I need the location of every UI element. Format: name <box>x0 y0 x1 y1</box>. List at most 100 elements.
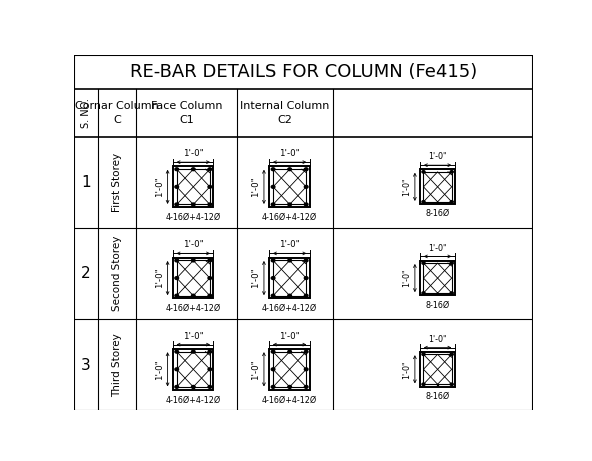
Circle shape <box>450 353 453 355</box>
Circle shape <box>175 185 179 188</box>
Text: 1'-0": 1'-0" <box>251 359 260 380</box>
Text: 4-16Ø+4-12Ø: 4-16Ø+4-12Ø <box>262 396 317 404</box>
Text: 1'-0": 1'-0" <box>155 268 164 289</box>
Circle shape <box>271 385 275 388</box>
Circle shape <box>208 203 212 206</box>
Bar <box>273 169 306 204</box>
Circle shape <box>422 262 425 264</box>
Circle shape <box>304 185 308 188</box>
Circle shape <box>271 185 275 188</box>
Circle shape <box>208 168 212 171</box>
Circle shape <box>191 294 195 297</box>
Circle shape <box>304 350 308 353</box>
Text: 1'-0": 1'-0" <box>183 332 204 341</box>
Bar <box>423 172 452 202</box>
Circle shape <box>175 294 179 297</box>
Circle shape <box>208 350 212 353</box>
Circle shape <box>304 294 308 297</box>
Circle shape <box>208 368 212 371</box>
Text: 1'-0": 1'-0" <box>251 177 260 197</box>
Text: 8-16Ø: 8-16Ø <box>426 392 450 401</box>
Text: 1'-0": 1'-0" <box>183 241 204 249</box>
Bar <box>173 166 214 207</box>
Text: 1'-0": 1'-0" <box>428 335 447 344</box>
Circle shape <box>304 168 308 171</box>
Text: Face Column
C1: Face Column C1 <box>150 101 222 125</box>
Bar <box>273 352 306 387</box>
Circle shape <box>422 292 425 294</box>
Circle shape <box>271 277 275 279</box>
Circle shape <box>208 259 212 262</box>
Text: 1'-0": 1'-0" <box>402 360 411 378</box>
Text: Second Storey: Second Storey <box>112 236 122 312</box>
Circle shape <box>271 203 275 206</box>
Circle shape <box>208 385 212 388</box>
Circle shape <box>450 383 453 385</box>
Text: 1: 1 <box>81 175 91 190</box>
Bar <box>177 169 210 204</box>
Text: 2: 2 <box>81 266 91 281</box>
Bar <box>269 166 310 207</box>
Text: RE-BAR DETAILS FOR COLUMN (Fe415): RE-BAR DETAILS FOR COLUMN (Fe415) <box>130 63 477 81</box>
Text: 1'-0": 1'-0" <box>155 177 164 197</box>
Circle shape <box>450 171 453 173</box>
Circle shape <box>450 262 453 264</box>
Circle shape <box>271 259 275 262</box>
Text: 1'-0": 1'-0" <box>279 332 300 341</box>
Text: S. NO.: S. NO. <box>81 98 91 128</box>
Text: 1'-0": 1'-0" <box>279 149 300 158</box>
Circle shape <box>175 277 179 279</box>
Circle shape <box>422 383 425 385</box>
Text: Third Storey: Third Storey <box>112 333 122 397</box>
Bar <box>269 258 310 298</box>
Text: First Storey: First Storey <box>112 153 122 212</box>
Bar <box>420 170 455 204</box>
Bar <box>420 352 455 387</box>
Text: 1'-0": 1'-0" <box>428 243 447 253</box>
Text: 1'-0": 1'-0" <box>155 359 164 380</box>
Circle shape <box>288 259 291 262</box>
Circle shape <box>175 168 179 171</box>
Bar <box>269 349 310 390</box>
Circle shape <box>304 368 308 371</box>
Bar <box>423 355 452 384</box>
Circle shape <box>304 203 308 206</box>
Circle shape <box>304 277 308 279</box>
Circle shape <box>288 350 291 353</box>
Bar <box>273 260 306 296</box>
Circle shape <box>288 294 291 297</box>
Circle shape <box>208 185 212 188</box>
Circle shape <box>191 259 195 262</box>
Bar <box>173 349 214 390</box>
Text: 1'-0": 1'-0" <box>402 269 411 287</box>
Bar <box>173 258 214 298</box>
Circle shape <box>304 385 308 388</box>
Text: 4-16Ø+4-12Ø: 4-16Ø+4-12Ø <box>166 396 221 404</box>
Circle shape <box>450 201 453 203</box>
Text: 1'-0": 1'-0" <box>251 268 260 289</box>
Text: Cornar Column
C: Cornar Column C <box>75 101 159 125</box>
Text: 4-16Ø+4-12Ø: 4-16Ø+4-12Ø <box>262 304 317 313</box>
Circle shape <box>271 368 275 371</box>
Circle shape <box>288 168 291 171</box>
Text: 1'-0": 1'-0" <box>428 152 447 161</box>
Circle shape <box>288 385 291 388</box>
Text: 1'-0": 1'-0" <box>279 241 300 249</box>
Bar <box>423 263 452 293</box>
Circle shape <box>422 201 425 203</box>
Text: 4-16Ø+4-12Ø: 4-16Ø+4-12Ø <box>166 304 221 313</box>
Circle shape <box>208 294 212 297</box>
Circle shape <box>191 203 195 206</box>
Circle shape <box>175 350 179 353</box>
Circle shape <box>288 203 291 206</box>
Text: 8-16Ø: 8-16Ø <box>426 301 450 309</box>
Circle shape <box>271 168 275 171</box>
Circle shape <box>208 277 212 279</box>
Bar <box>420 260 455 296</box>
Circle shape <box>175 385 179 388</box>
Circle shape <box>191 350 195 353</box>
Text: 4-16Ø+4-12Ø: 4-16Ø+4-12Ø <box>166 213 221 222</box>
Circle shape <box>422 171 425 173</box>
Text: Internal Column
C2: Internal Column C2 <box>240 101 330 125</box>
Text: 3: 3 <box>81 358 91 372</box>
